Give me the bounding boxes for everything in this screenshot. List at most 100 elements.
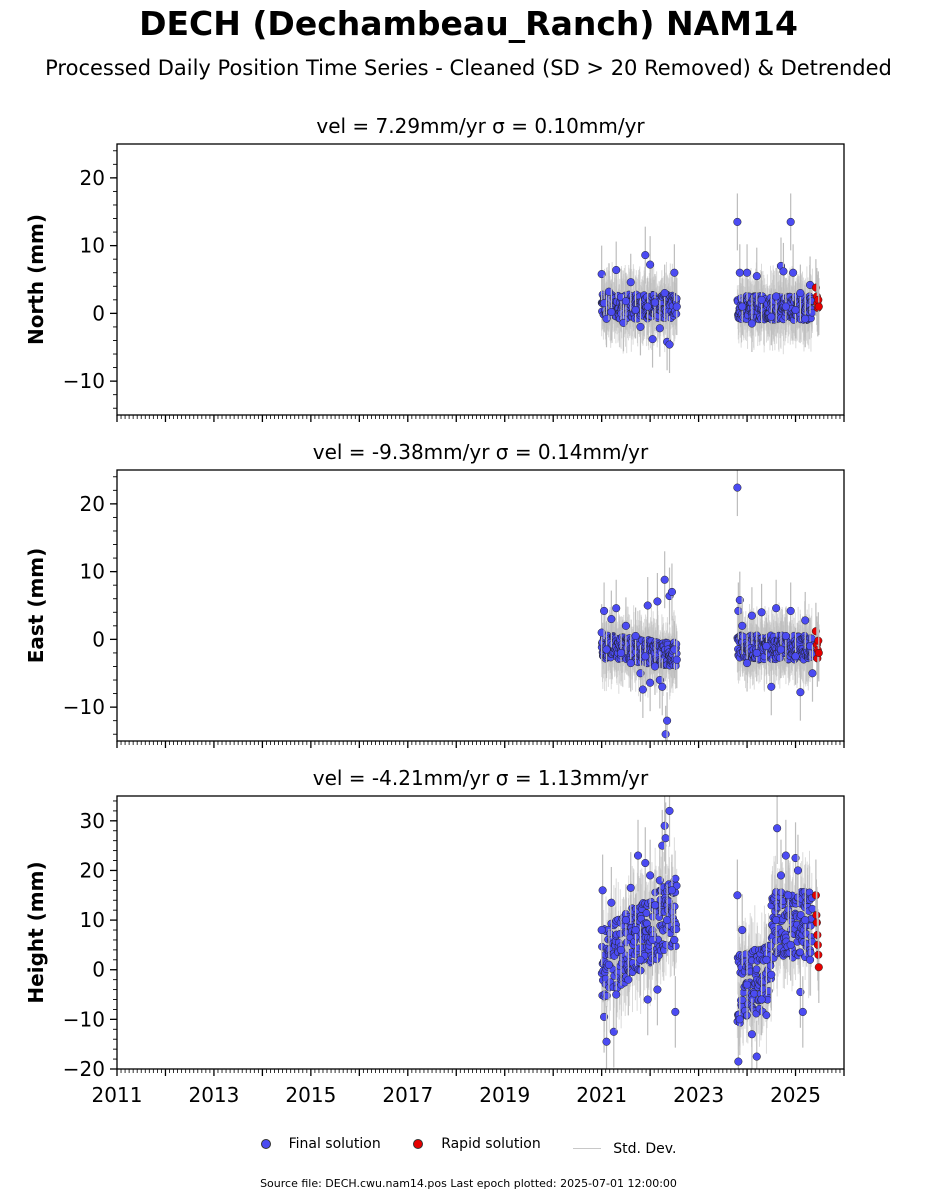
final-solution-point [738, 621, 747, 630]
source-footer: Source file: DECH.cwu.nam14.pos Last epo… [260, 1177, 677, 1190]
final-solution-point [750, 989, 759, 998]
final-solution-point [621, 297, 630, 306]
y-tick-label: −10 [63, 695, 105, 719]
final-solution-point [772, 916, 781, 925]
final-solution-point [660, 575, 669, 584]
final-solution-point [670, 268, 679, 277]
final-solution-point [743, 659, 752, 668]
final-solution-point [607, 307, 616, 317]
final-solution-point [743, 268, 752, 277]
y-axis-label: Height (mm) [24, 861, 48, 1003]
final-solution-point [772, 292, 781, 301]
figure-title: DECH (Dechambeau_Ranch) NAM14 [139, 4, 798, 43]
x-tick-label: 2025 [770, 1083, 821, 1107]
final-solution-point [752, 1052, 761, 1061]
panel-data [597, 193, 823, 373]
legend-label-stddev: Std. Dev. [613, 1140, 677, 1157]
y-tick-label: 20 [80, 166, 105, 190]
final-solution-point [667, 886, 676, 895]
final-solution-point [791, 652, 800, 661]
final-solution-point [789, 268, 798, 277]
final-solution-point [791, 305, 800, 315]
final-solution-point [779, 267, 788, 276]
final-solution-point [767, 312, 776, 321]
y-tick-label: 30 [80, 809, 105, 833]
final-solution-point [786, 940, 795, 949]
rapid-solution-point [814, 302, 823, 311]
final-solution-point [767, 682, 776, 691]
final-solution-point [643, 302, 652, 311]
y-tick-label: 20 [80, 492, 105, 516]
final-solution-point [743, 980, 752, 989]
y-tick-label: 10 [80, 560, 105, 584]
final-solution-point [667, 587, 676, 597]
final-solution-point [796, 911, 805, 919]
final-solution-point [798, 1007, 807, 1016]
final-solution-point [671, 874, 680, 883]
final-solution-point [650, 901, 660, 910]
final-solution-point [663, 716, 672, 725]
final-solution-point [762, 642, 771, 651]
final-solution-marker [260, 1139, 271, 1149]
final-solution-point [658, 682, 667, 691]
panel-title: vel = 7.29mm/yr σ = 0.10mm/yr [316, 114, 645, 138]
chart-panel-3: −20 −10 0 10 20 30 2011 2013 2015 2017 2019 2021 202… [24, 766, 845, 1107]
plot-frame [116, 795, 845, 1070]
panel-data [597, 470, 823, 741]
x-tick-label: 2021 [576, 1083, 627, 1107]
final-solution-point [624, 975, 633, 984]
panel-data [597, 796, 823, 1069]
final-solution-point [784, 891, 793, 900]
final-solution-point [762, 1011, 771, 1020]
rapid-solution-point [814, 648, 823, 657]
y-axis-label: East (mm) [24, 548, 48, 664]
final-solution-point [757, 608, 766, 617]
final-solution-point [604, 960, 613, 969]
final-solution-point [773, 824, 782, 833]
final-solution-point [734, 1057, 743, 1066]
final-solution-point [734, 606, 743, 615]
final-solution-point [672, 655, 681, 664]
final-solution-point [638, 685, 647, 694]
final-solution-point [735, 1015, 744, 1024]
y-tick-label: 0 [92, 958, 105, 982]
final-solution-point [772, 604, 781, 613]
final-solution-point [747, 319, 756, 328]
final-solution-point [631, 305, 640, 315]
final-solution-point [621, 621, 630, 630]
legend-item-final: Final solution [260, 1136, 381, 1152]
final-solution-point [602, 1037, 611, 1046]
final-solution-point [796, 948, 805, 957]
final-solution-point [672, 881, 681, 890]
final-solution-point [646, 678, 655, 687]
final-solution-point [660, 289, 669, 298]
x-tick-label: 2017 [382, 1083, 433, 1107]
final-solution-point [643, 601, 652, 610]
final-solution-point [653, 597, 662, 606]
final-solution-point [757, 995, 766, 1004]
y-tick-label: −10 [63, 1007, 105, 1031]
final-solution-point [646, 260, 655, 269]
final-solution-point [642, 909, 651, 917]
panel-title: vel = -4.21mm/yr σ = 1.13mm/yr [313, 766, 649, 790]
final-solution-point [762, 955, 771, 964]
final-solution-point [641, 652, 650, 661]
final-solution-point [738, 925, 747, 935]
final-solution-point [735, 268, 744, 277]
final-solution-point [806, 955, 815, 964]
final-solution-point [612, 990, 621, 999]
final-solution-point [607, 898, 616, 907]
final-solution-point [752, 272, 761, 281]
final-solution-point [796, 289, 805, 298]
y-axis-label: North (mm) [24, 214, 48, 345]
y-tick-label: 0 [92, 627, 105, 651]
stddev-line-marker [573, 1148, 602, 1149]
figure-subtitle: Processed Daily Position Time Series - C… [45, 56, 892, 80]
final-solution-point [776, 645, 786, 654]
final-solution-point [648, 335, 657, 344]
y-tick-label: 0 [92, 301, 105, 325]
final-solution-point [636, 955, 645, 964]
final-solution-point [633, 851, 643, 860]
final-solution-point [670, 935, 679, 944]
